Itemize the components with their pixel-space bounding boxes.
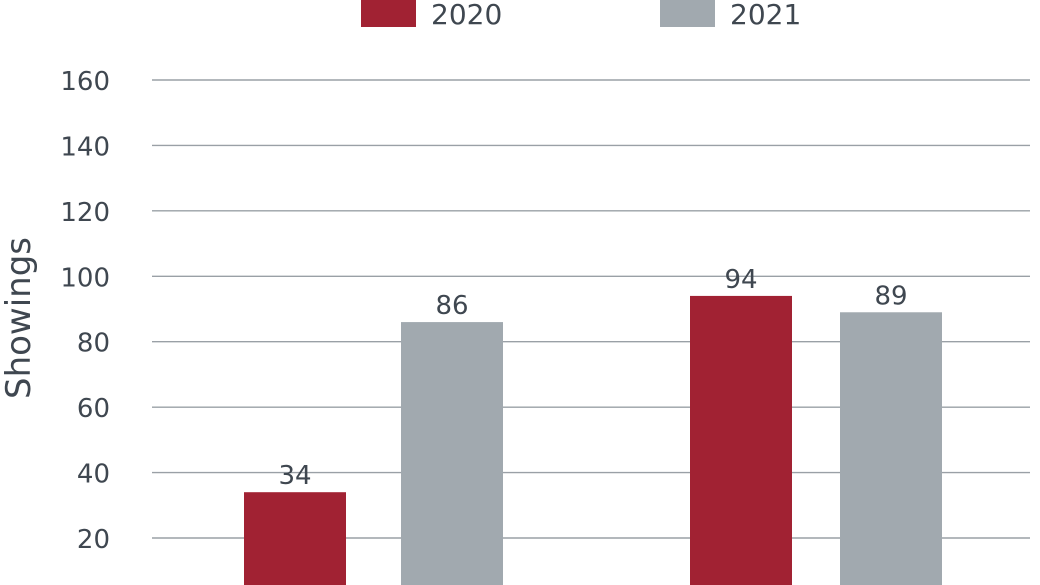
y-tick-label: 160 — [60, 67, 110, 97]
legend-swatch-2021 — [660, 0, 715, 27]
legend-label-2020: 2020 — [431, 0, 502, 31]
data-labels: 34 94 86 89 — [278, 265, 907, 491]
legend-label-2021: 2021 — [730, 0, 801, 31]
y-axis-title: Showings — [0, 237, 39, 399]
gridlines — [152, 79, 1030, 539]
y-tick-label: 40 — [77, 460, 110, 490]
bar-2021-2 — [840, 312, 942, 585]
data-label-2020-2: 94 — [724, 265, 757, 295]
y-tick-label: 60 — [77, 394, 110, 424]
y-tick-label: 80 — [77, 329, 110, 359]
y-axis-tick-labels: 20 40 60 80 100 120 140 160 — [60, 67, 110, 555]
y-tick-label: 120 — [60, 198, 110, 228]
y-tick-label: 140 — [60, 132, 110, 162]
bars — [244, 295, 942, 585]
y-tick-label: 20 — [77, 525, 110, 555]
bar-2020-1 — [244, 492, 346, 585]
bar-2020-2 — [690, 295, 792, 585]
data-label-2021-2: 89 — [874, 281, 907, 311]
legend: 2020 2021 — [361, 0, 801, 31]
legend-swatch-2020 — [361, 0, 416, 27]
data-label-2021-1: 86 — [435, 291, 468, 321]
y-tick-label: 100 — [60, 263, 110, 293]
bar-2021-1 — [401, 322, 503, 585]
data-label-2020-1: 34 — [278, 461, 311, 491]
